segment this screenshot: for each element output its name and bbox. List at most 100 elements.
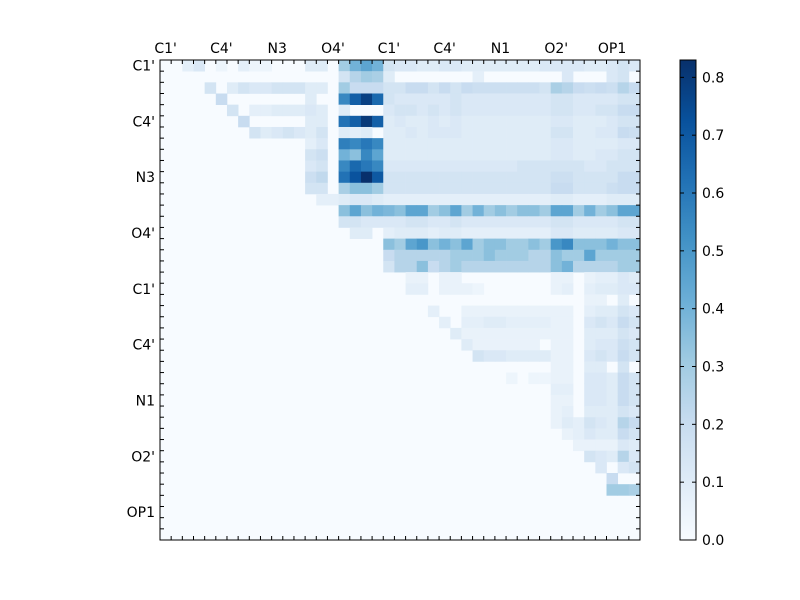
heatmap-cell bbox=[617, 394, 630, 407]
heatmap-cell bbox=[595, 350, 607, 362]
heatmap-cell bbox=[584, 115, 596, 128]
heatmap-cell bbox=[483, 182, 496, 195]
heatmap-cell bbox=[595, 115, 607, 128]
heatmap-cell bbox=[461, 171, 473, 184]
heatmap-cell bbox=[550, 171, 563, 184]
x-tick-label: C1' bbox=[378, 41, 401, 57]
heatmap-cell bbox=[506, 339, 518, 351]
heatmap-cell bbox=[617, 294, 630, 306]
heatmap-cell bbox=[528, 149, 540, 161]
y-tick-label: C4' bbox=[132, 114, 155, 130]
heatmap-cell bbox=[305, 160, 317, 172]
heatmap-cell bbox=[573, 238, 585, 251]
heatmap-cell bbox=[271, 104, 284, 117]
heatmap-cell bbox=[617, 160, 630, 172]
heatmap-cell bbox=[316, 82, 328, 94]
heatmap-cell bbox=[494, 327, 507, 340]
heatmap-cell bbox=[550, 193, 563, 206]
heatmap-cell bbox=[584, 60, 596, 72]
heatmap-cell bbox=[450, 138, 462, 150]
heatmap-cell bbox=[461, 305, 473, 318]
heatmap-cell bbox=[282, 104, 295, 117]
heatmap-cell bbox=[539, 93, 552, 105]
heatmap-cell bbox=[606, 316, 619, 329]
heatmap-cell bbox=[249, 126, 261, 139]
heatmap-cell bbox=[584, 216, 596, 228]
heatmap-cell bbox=[584, 82, 596, 94]
heatmap-cell bbox=[394, 115, 406, 128]
heatmap-cell bbox=[249, 82, 261, 94]
heatmap-cell bbox=[617, 406, 630, 418]
heatmap-cell bbox=[461, 182, 473, 195]
heatmap-cell bbox=[461, 193, 473, 206]
heatmap-cell bbox=[427, 260, 440, 273]
heatmap-cell bbox=[349, 126, 362, 139]
heatmap-cell bbox=[628, 372, 641, 385]
heatmap-cell bbox=[539, 372, 552, 385]
heatmap-cell bbox=[372, 171, 384, 184]
heatmap-cell bbox=[595, 305, 607, 318]
heatmap-cell bbox=[517, 115, 529, 128]
heatmap-cell bbox=[617, 171, 630, 184]
heatmap-cell bbox=[416, 60, 429, 72]
heatmap-cell bbox=[472, 115, 485, 128]
heatmap-cell bbox=[416, 249, 429, 262]
heatmap-cell bbox=[606, 149, 619, 161]
heatmap-cell bbox=[550, 394, 563, 407]
heatmap-cell bbox=[550, 160, 563, 172]
heatmap-cell bbox=[628, 439, 641, 452]
heatmap-cell bbox=[439, 260, 451, 273]
heatmap-cell bbox=[595, 406, 607, 418]
heatmap-cell bbox=[506, 260, 518, 273]
heatmap-cell bbox=[628, 394, 641, 407]
y-tick-label: C1' bbox=[132, 59, 155, 75]
heatmap-cell bbox=[573, 439, 585, 452]
heatmap-cell bbox=[349, 160, 362, 172]
heatmap-cell bbox=[439, 115, 451, 128]
heatmap-cell bbox=[427, 126, 440, 139]
heatmap-cell bbox=[617, 439, 630, 452]
heatmap-cell bbox=[617, 104, 630, 117]
heatmap-cell bbox=[606, 439, 619, 452]
heatmap-cell bbox=[238, 115, 250, 128]
heatmap-cell bbox=[461, 205, 473, 217]
heatmap-cell bbox=[595, 227, 607, 239]
heatmap-cell bbox=[450, 193, 462, 206]
heatmap-cell bbox=[528, 104, 540, 117]
heatmap-cell bbox=[561, 71, 574, 83]
heatmap-cell bbox=[349, 182, 362, 195]
heatmap-cell bbox=[439, 193, 451, 206]
heatmap-cell bbox=[606, 126, 619, 139]
heatmap-cell bbox=[561, 260, 574, 273]
heatmap-cell bbox=[360, 60, 373, 72]
heatmap-cell bbox=[517, 171, 529, 184]
heatmap-cell bbox=[539, 126, 552, 139]
heatmap-cell bbox=[450, 60, 462, 72]
heatmap-cell bbox=[416, 260, 429, 273]
heatmap-cell bbox=[606, 227, 619, 239]
heatmap-cell bbox=[595, 316, 607, 329]
colorbar-tick-label: 0.3 bbox=[702, 360, 724, 376]
heatmap-cell bbox=[573, 138, 585, 150]
heatmap-cell bbox=[573, 193, 585, 206]
heatmap-cell bbox=[372, 149, 384, 161]
heatmap-cell bbox=[550, 260, 563, 273]
x-tick-label: N1 bbox=[491, 41, 510, 57]
heatmap-cell bbox=[595, 60, 607, 72]
heatmap-cell bbox=[472, 216, 485, 228]
heatmap-cell bbox=[561, 372, 574, 385]
heatmap-cell bbox=[416, 216, 429, 228]
heatmap-cell bbox=[394, 238, 406, 251]
heatmap-cell bbox=[316, 138, 328, 150]
heatmap-cell bbox=[461, 126, 473, 139]
heatmap-cell bbox=[617, 461, 630, 474]
heatmap-cell bbox=[584, 361, 596, 373]
heatmap-cell bbox=[450, 182, 462, 195]
heatmap-cell bbox=[338, 138, 351, 150]
heatmap-cell bbox=[472, 104, 485, 117]
heatmap-cell bbox=[383, 138, 395, 150]
heatmap-cell bbox=[573, 417, 585, 429]
heatmap-cell bbox=[405, 249, 418, 262]
heatmap-cell bbox=[573, 126, 585, 139]
heatmap-cell bbox=[483, 339, 496, 351]
